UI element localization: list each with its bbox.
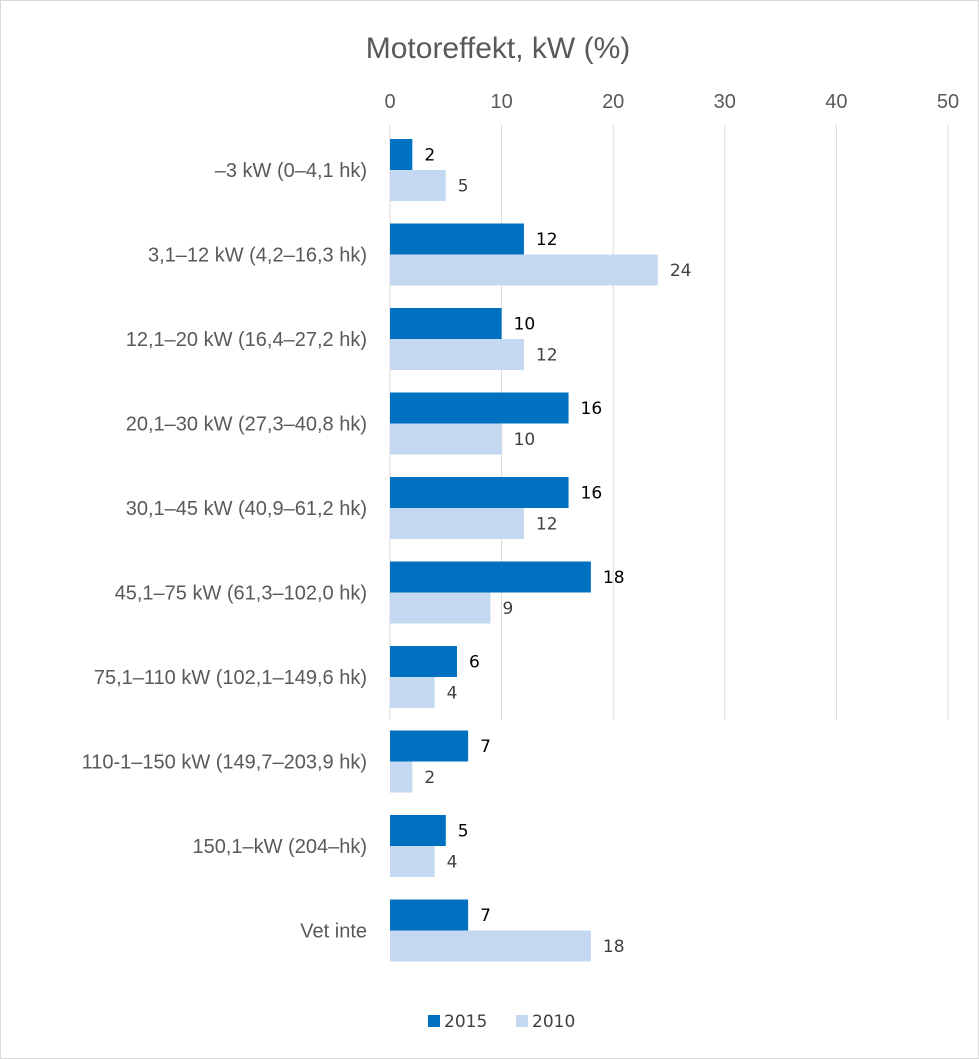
legend-swatch-2010 [516, 1015, 528, 1027]
data-label-2010: 2 [424, 768, 435, 788]
bar-2010 [390, 846, 435, 877]
data-label-2010: 4 [447, 853, 458, 873]
data-label-2010: 18 [603, 937, 625, 957]
data-label-2010: 12 [536, 346, 558, 366]
x-tick-label: 0 [384, 91, 395, 113]
category-label: 110-1–150 kW (149,7–203,9 hk) [82, 752, 367, 774]
bar-2010 [390, 592, 491, 624]
category-label: 75,1–110 kW (102,1–149,6 hk) [94, 667, 367, 689]
x-tick-label: 10 [490, 91, 512, 113]
data-label-2015: 7 [480, 906, 491, 926]
data-label-2015: 7 [480, 737, 491, 757]
data-label-2015: 18 [603, 568, 625, 588]
bar-2015 [390, 815, 446, 846]
x-tick-label: 50 [937, 91, 959, 113]
data-label-2015: 2 [424, 146, 435, 166]
category-label: 20,1–30 kW (27,3–40,8 hk) [126, 414, 367, 436]
data-label-2015: 16 [581, 399, 603, 419]
bar-2010 [390, 761, 413, 793]
data-label-2010: 24 [670, 261, 692, 281]
chart-title: Motoreffekt, kW (%) [366, 32, 631, 65]
bar-2010 [390, 508, 524, 539]
category-label: 12,1–20 kW (16,4–27,2 hk) [126, 329, 367, 351]
data-label-2010: 12 [536, 515, 558, 535]
bar-2010 [390, 677, 435, 708]
legend: 2015 2010 [428, 1012, 575, 1032]
y-axis-categories: –3 kW (0–4,1 hk) 3,1–12 kW (4,2–16,3 hk) 1… [82, 160, 367, 943]
bar-2015 [390, 139, 413, 170]
data-label-2010: 5 [458, 177, 469, 197]
data-label-2015: 6 [469, 653, 480, 673]
category-label: –3 kW (0–4,1 hk) [215, 160, 367, 182]
data-label-2015: 12 [536, 230, 558, 250]
bar-2015 [390, 561, 591, 593]
data-label-2015: 5 [458, 822, 469, 842]
bar-2015 [390, 730, 469, 762]
data-label-2015: 10 [514, 315, 536, 335]
data-label-2010: 9 [502, 599, 513, 619]
bar-2010 [390, 423, 502, 455]
bar-2015 [390, 477, 569, 508]
bars [390, 139, 658, 962]
bar-2010 [390, 339, 524, 370]
legend-swatch-2015 [428, 1015, 440, 1027]
x-axis-ticks: 0 10 20 30 40 50 [384, 91, 959, 113]
bar-2010 [390, 254, 658, 286]
legend-label-2010: 2010 [532, 1012, 575, 1032]
bar-2015 [390, 899, 469, 931]
x-tick-label: 40 [825, 91, 847, 113]
data-label-2015: 16 [581, 484, 603, 504]
x-tick-label: 20 [602, 91, 624, 113]
category-label: Vet inte [300, 921, 367, 943]
bar-2015 [390, 223, 524, 255]
category-label: 150,1–kW (204–hk) [192, 836, 367, 858]
x-tick-label: 30 [714, 91, 736, 113]
category-label: 3,1–12 kW (4,2–16,3 hk) [148, 245, 367, 267]
data-label-2010: 4 [447, 684, 458, 704]
category-label: 45,1–75 kW (61,3–102,0 hk) [115, 583, 367, 605]
legend-label-2015: 2015 [444, 1012, 487, 1032]
bar-2015 [390, 308, 502, 339]
bar-2015 [390, 646, 457, 677]
category-label: 30,1–45 kW (40,9–61,2 hk) [126, 498, 367, 520]
data-label-2010: 10 [514, 430, 536, 450]
bar-2010 [390, 170, 446, 201]
bar-2015 [390, 392, 569, 424]
bar-2010 [390, 930, 591, 962]
